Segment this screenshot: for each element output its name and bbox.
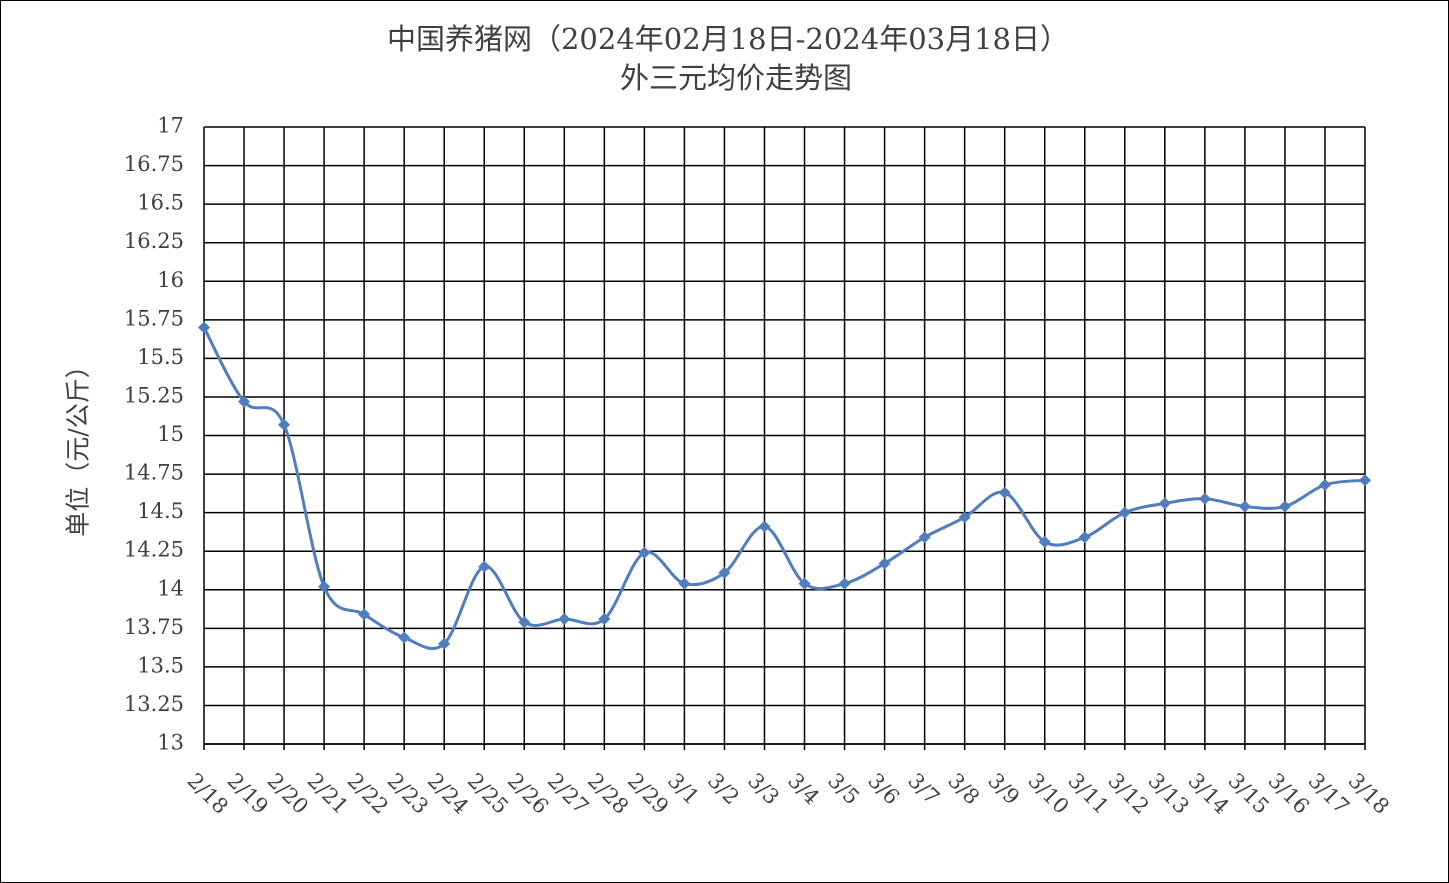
- marker: [718, 566, 731, 579]
- marker: [678, 577, 691, 590]
- marker: [878, 557, 891, 570]
- marker: [758, 520, 771, 533]
- marker: [798, 577, 811, 590]
- marker: [998, 486, 1011, 499]
- marker: [1118, 506, 1131, 519]
- chart-title: 中国养猪网（2024年02月18日-2024年03月18日）: [387, 22, 1069, 56]
- marker: [558, 613, 571, 626]
- y-tick-label: 16.75: [124, 152, 184, 176]
- marker: [518, 616, 531, 629]
- y-tick-label: 15.25: [124, 383, 184, 407]
- marker: [1158, 497, 1171, 510]
- marker: [278, 418, 291, 431]
- marker: [638, 546, 651, 559]
- marker: [238, 395, 251, 408]
- y-tick-label: 14: [157, 576, 184, 600]
- marker: [1198, 492, 1211, 505]
- chart-subtitle: 外三元均价走势图: [620, 61, 852, 95]
- marker: [1238, 500, 1251, 513]
- marker: [398, 631, 411, 644]
- marker: [1038, 535, 1051, 548]
- marker: [598, 613, 611, 626]
- marker: [1318, 478, 1331, 491]
- marker: [198, 321, 210, 334]
- y-tick-label: 16.5: [137, 191, 184, 215]
- marker: [318, 580, 331, 593]
- y-tick-label: 14.25: [124, 538, 184, 562]
- y-tick-label: 17: [157, 114, 184, 138]
- y-tick-label: 13: [157, 731, 184, 755]
- marker: [918, 531, 931, 544]
- marker: [1078, 531, 1091, 544]
- marker: [358, 608, 371, 621]
- marker: [438, 637, 451, 650]
- y-tick-label: 16.25: [124, 229, 184, 253]
- marker: [1359, 474, 1371, 487]
- marker: [838, 577, 851, 590]
- marker: [478, 560, 491, 573]
- y-tick-label: 15: [157, 422, 184, 446]
- y-tick-label: 13.25: [124, 692, 184, 716]
- y-tick-label: 14.75: [124, 461, 184, 485]
- y-tick-label: 13.75: [124, 615, 184, 639]
- y-tick-label: 14.5: [137, 499, 184, 523]
- y-tick-label: 15.5: [137, 345, 184, 369]
- y-axis-label: 单位（元/公斤）: [64, 353, 93, 536]
- marker: [958, 511, 971, 524]
- marker: [1278, 500, 1291, 513]
- y-tick-label: 15.75: [124, 306, 184, 330]
- y-tick-label: 16: [157, 268, 184, 292]
- y-tick-label: 13.5: [137, 653, 184, 677]
